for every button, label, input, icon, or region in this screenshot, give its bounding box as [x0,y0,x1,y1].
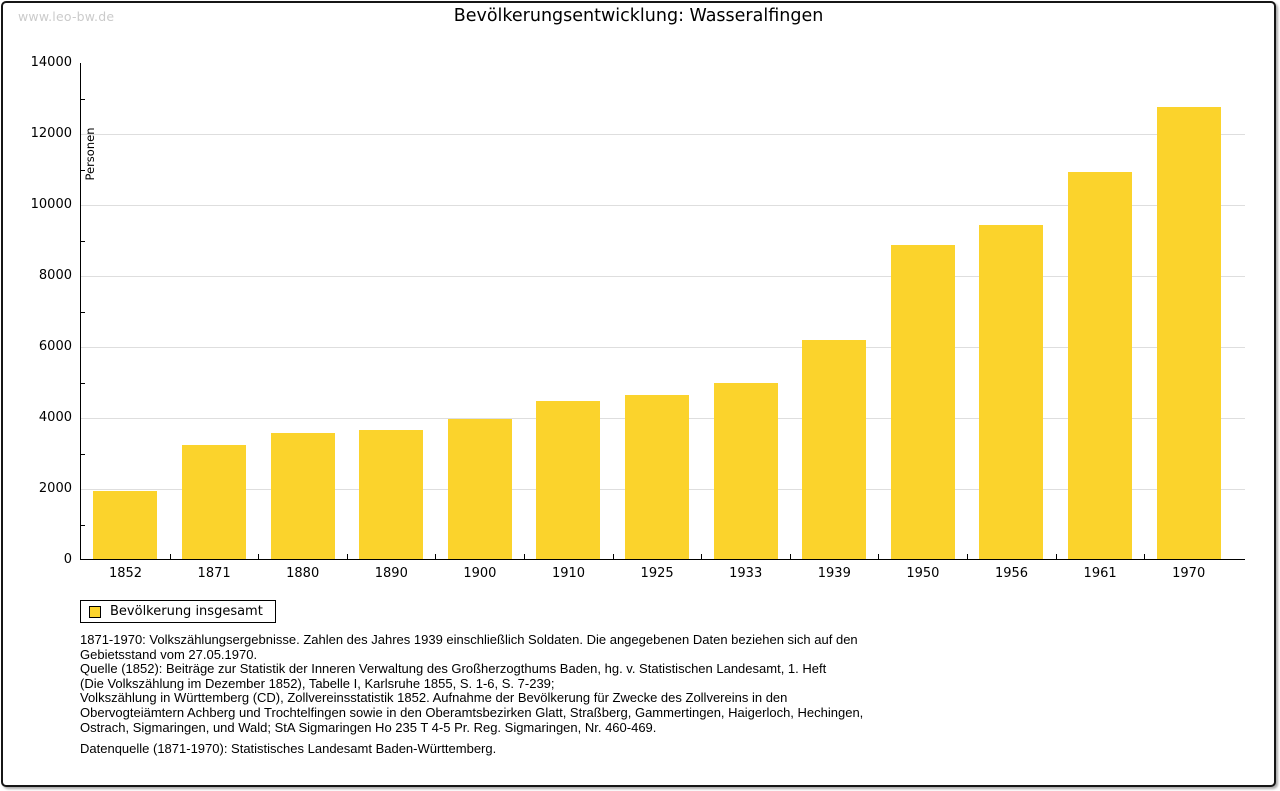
x-tick-label: 1933 [729,566,763,581]
x-boundary-tick [258,554,260,559]
legend-box: Bevölkerung insgesamt [80,600,276,623]
bar [359,430,424,559]
gridline [81,347,1245,348]
footnote-line: Obervogteiämtern Achberg und Trochtelfin… [80,704,864,720]
y-tick-label: 4000 [38,410,72,425]
x-tick-label: 1880 [286,566,320,581]
y-minor-tick [81,240,85,242]
x-boundary-tick [435,554,437,559]
bar [1067,171,1132,559]
y-tick-label: 8000 [38,268,72,283]
y-tick-label: 12000 [30,126,72,141]
x-tick-label: 1900 [463,566,497,581]
y-minor-tick [81,169,85,171]
y-minor-tick [81,524,85,526]
gridline [81,205,1245,206]
page-title: Bevölkerungsentwicklung: Wasseralfingen [453,6,824,26]
x-boundary-tick [878,554,880,559]
x-boundary-tick [524,554,525,559]
bar [979,225,1044,559]
y-tick-label: 2000 [38,481,72,496]
x-tick-label: 1950 [906,566,940,581]
x-tick-label: 1910 [551,566,586,581]
y-minor-tick [81,311,85,313]
x-tick-label: 1871 [197,566,231,581]
y-tick-label: 10000 [30,197,72,212]
x-tick-label: 1961 [1083,566,1117,581]
bar [181,444,246,559]
y-tick-label: 14000 [30,55,72,70]
x-tick-label: 1956 [994,566,1029,581]
y-axis-title: Personen [83,127,97,181]
bar [447,419,512,559]
y-minor-tick [81,98,85,100]
watermark: www.leo-bw.de [18,9,115,24]
x-tick-label: 1852 [108,566,143,581]
y-tick-label: 0 [63,552,72,567]
x-boundary-tick [967,554,968,559]
legend-label: Bevölkerung insgesamt [110,604,263,619]
bar [536,401,601,559]
plot-area: Personen 0 2000 4000 6000 8000 10000 12000 1400… [31,56,1245,581]
footnote-line: Volkszählung in Württemberg (CD), Zollve… [80,690,788,706]
legend-swatch-icon [89,605,101,618]
gridline [81,134,1245,135]
bar [93,490,158,559]
footnote-line: (Die Volkszählung im Dezember 1852), Tab… [80,675,555,691]
x-boundary-tick [1144,554,1146,559]
x-boundary-tick [169,554,171,559]
x-tick-label: 1939 [817,566,851,581]
y-minor-tick [81,382,85,384]
footnote-line: Gebietsstand vom 27.05.1970. [80,646,258,662]
bar [270,433,335,559]
footnote-line: Ostrach, Sigmaringen, und Wald; StA Sigm… [80,719,657,735]
x-tick-label: 1925 [640,566,674,581]
gridline [81,276,1245,277]
x-boundary-tick [346,554,348,559]
bar [1156,107,1221,559]
bar [890,244,955,559]
x-boundary-tick [701,554,703,559]
bar [713,382,778,559]
x-boundary-tick [789,554,791,559]
bar [624,395,689,559]
y-tick-label: 6000 [38,339,72,354]
datasource-text: Datenquelle (1871-1970): Statistisches L… [80,741,497,756]
y-minor-tick [81,453,85,455]
footnote-line: Quelle (1852): Beiträge zur Statistik de… [80,661,827,677]
x-tick-label: 1970 [1172,566,1206,581]
x-boundary-tick [1055,554,1057,559]
x-tick-label: 1890 [374,566,408,581]
datasource-line: Datenquelle (1871-1970): Statistisches L… [80,741,497,757]
footnote-line: 1871-1970: Volkszählungsergebnisse. Zahl… [80,632,858,647]
bar [802,339,867,559]
footnote-block: 1871-1970: Volkszählungsergebnisse. Zahl… [80,632,864,735]
x-boundary-tick [612,554,614,559]
